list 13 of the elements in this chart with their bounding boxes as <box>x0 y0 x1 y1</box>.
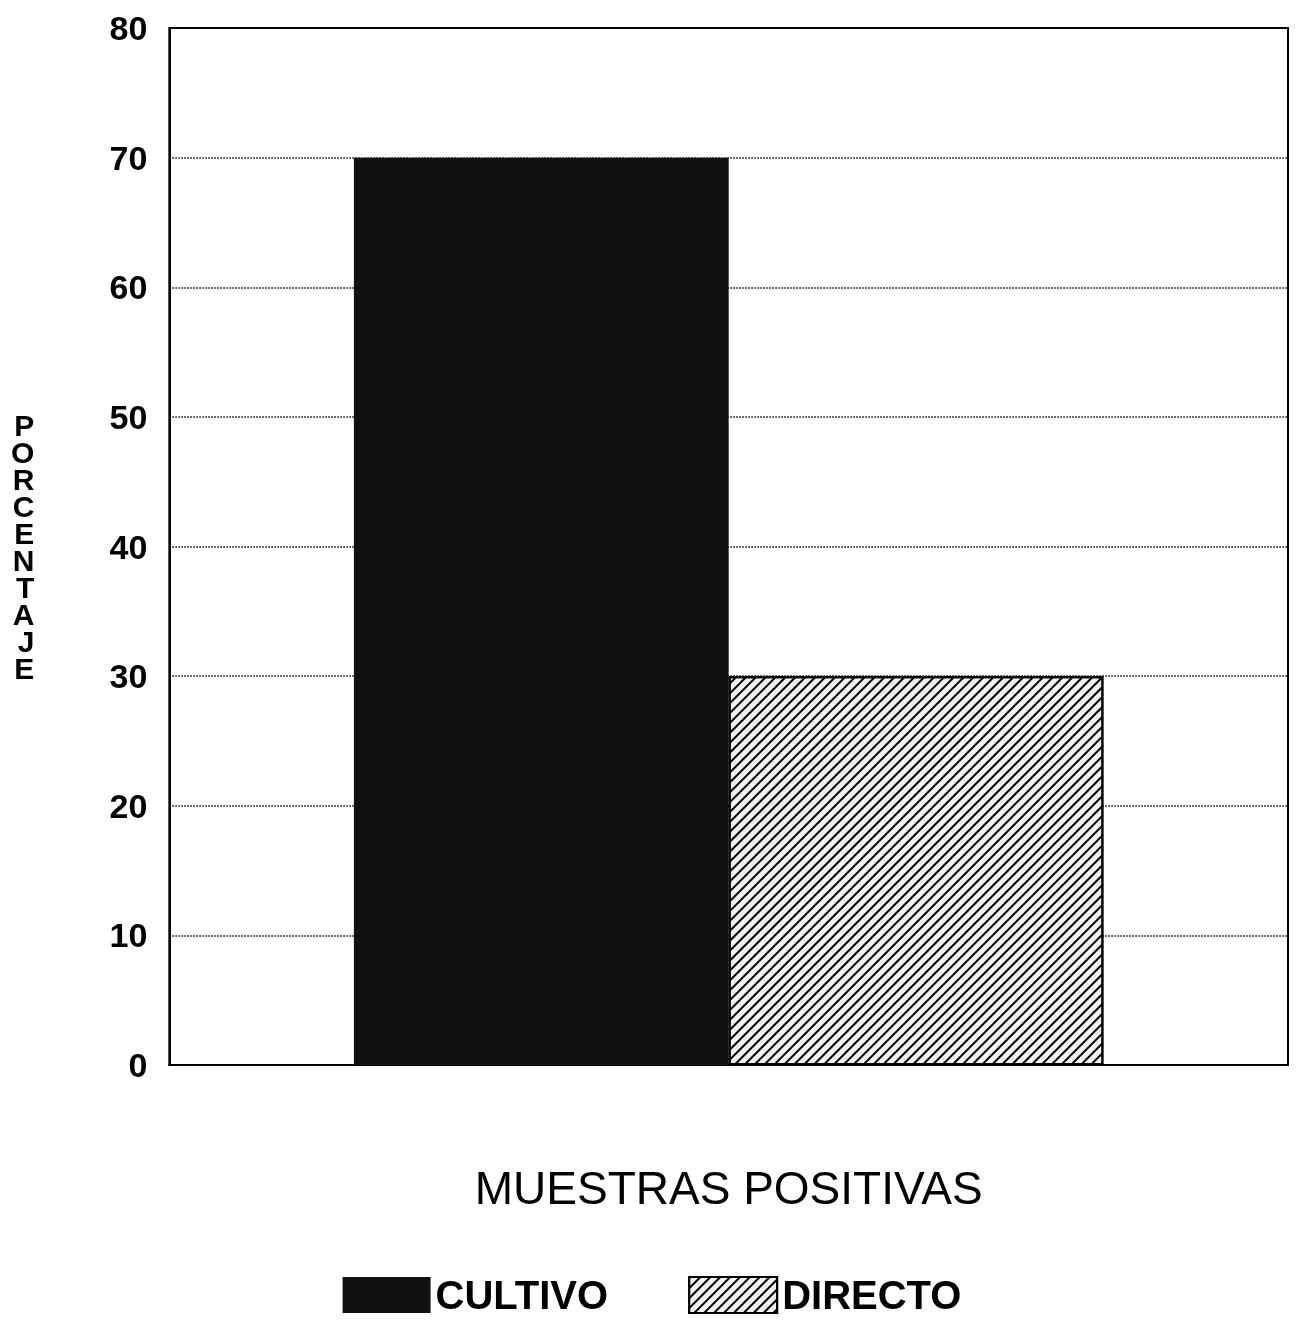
y-tick-label: 10 <box>109 916 148 955</box>
y-tick-label: 80 <box>109 9 148 47</box>
y-tick-label: 40 <box>109 527 148 566</box>
y-tick-label: 0 <box>128 1046 148 1084</box>
y-tick-label: 60 <box>109 268 148 307</box>
y-tick-label: 50 <box>109 397 148 436</box>
x-axis-title: MUESTRAS POSITIVAS <box>474 1162 983 1214</box>
legend-label: DIRECTO <box>782 1273 962 1317</box>
text: PORCENTAJE <box>10 408 35 685</box>
y-tick-label: 20 <box>109 786 148 825</box>
y-tick-label: 70 <box>109 138 148 177</box>
y-tick-label: 30 <box>109 657 148 696</box>
legend-label: CULTIVO <box>435 1273 609 1317</box>
